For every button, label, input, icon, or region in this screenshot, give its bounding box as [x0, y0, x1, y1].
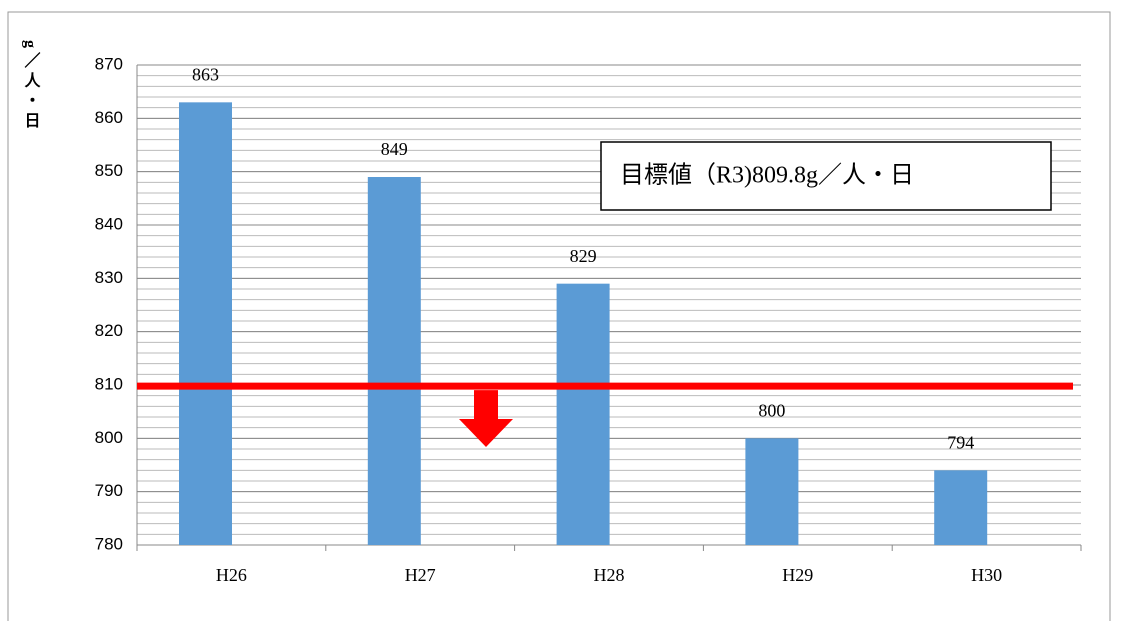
- data-label: 800: [758, 400, 785, 420]
- data-label: 849: [381, 139, 408, 159]
- y-tick-label: 820: [95, 321, 123, 340]
- y-tick-label: 860: [95, 108, 123, 127]
- y-tick-label: 800: [95, 428, 123, 447]
- x-tick-label: H27: [405, 565, 436, 585]
- data-label: 863: [192, 64, 219, 84]
- y-tick-label: 810: [95, 374, 123, 393]
- data-label: 794: [947, 432, 974, 452]
- down-arrow: [459, 390, 513, 447]
- x-tick-label: H29: [782, 565, 813, 585]
- x-tick-label: H26: [216, 565, 247, 585]
- y-tick-label: 790: [95, 481, 123, 500]
- y-tick-label: 830: [95, 268, 123, 287]
- bar: [934, 470, 988, 545]
- bar: [179, 102, 232, 545]
- y-axis-label: g／人・日: [22, 40, 41, 132]
- y-tick-label: 840: [95, 214, 123, 233]
- y-tick-label: 870: [95, 54, 123, 73]
- data-label: 829: [570, 246, 597, 266]
- frame: [7, 11, 1111, 621]
- bar: [745, 438, 799, 545]
- x-tick-label: H28: [594, 565, 625, 585]
- annotation: 目標値（R3)809.8g／人・日: [620, 162, 914, 189]
- x-tick-label: H30: [971, 565, 1002, 585]
- y-tick-label: 850: [95, 161, 123, 180]
- bar: [367, 177, 421, 545]
- annotation-box: [600, 141, 1052, 211]
- y-tick-label: 780: [95, 534, 123, 553]
- bar: [556, 283, 610, 545]
